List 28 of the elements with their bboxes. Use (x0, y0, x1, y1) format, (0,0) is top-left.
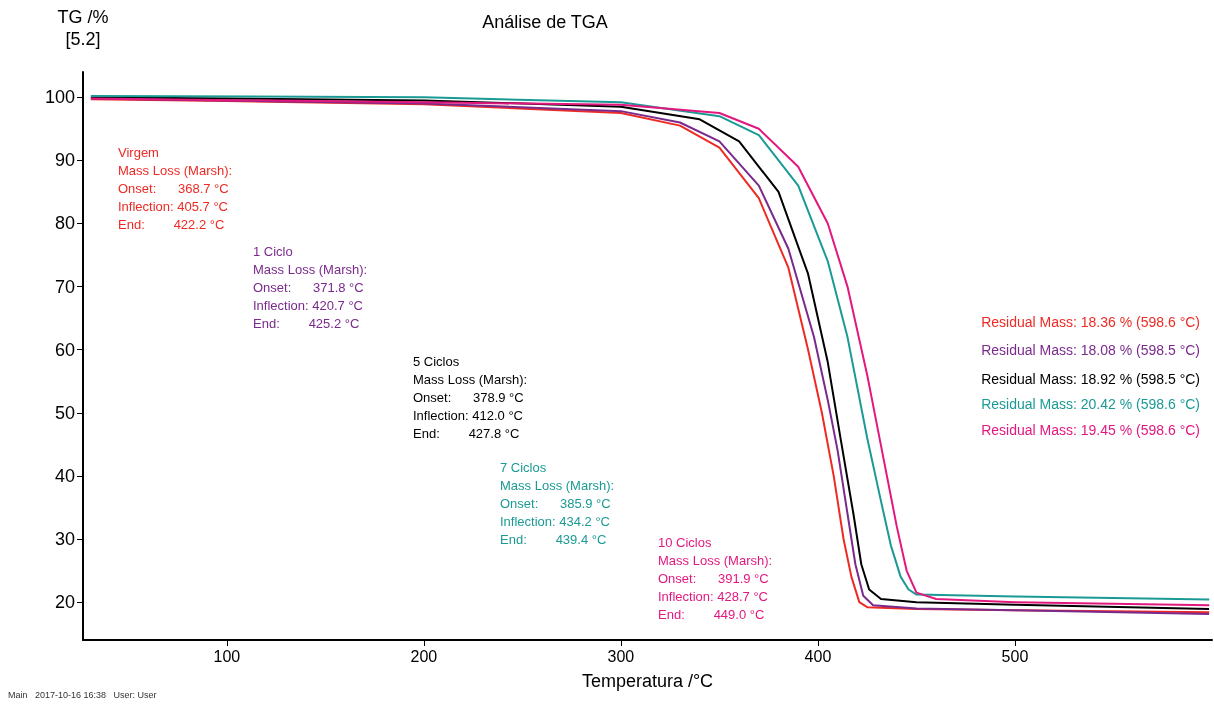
annotation: Residual Mass: 18.36 % (598.6 °C) (981, 314, 1200, 330)
y-tick-label: 70 (54, 276, 75, 297)
y-tick-label: 80 (54, 213, 75, 234)
annotation: Virgem Mass Loss (Marsh): Onset: 368.7 °C Inflection: 405.7 °C End: 422.2 °C (118, 144, 233, 232)
text: Main 2017-10-16 16:38 User: User (8, 689, 157, 700)
y-tick-label: 60 (54, 339, 75, 360)
y-tick-label: 20 (54, 592, 75, 613)
x-tick-label: 300 (607, 647, 635, 665)
y-axis-title: TG /% [5.2] (57, 7, 109, 49)
x-tick-label: 400 (804, 647, 832, 665)
x-tick-label: 500 (1001, 647, 1029, 665)
annotation: Residual Mass: 18.08 % (598.5 °C) (981, 342, 1200, 358)
annotation: Residual Mass: 19.45 % (598.6 °C) (981, 422, 1200, 438)
annotation: Residual Mass: 20.42 % (598.6 °C) (981, 396, 1200, 412)
x-tick-label: 200 (410, 647, 438, 665)
annotation: 1 Ciclo Mass Loss (Marsh): Onset: 371.8 °C Inflection: 420.7 °C End: 425.2 °C (253, 243, 368, 331)
annotation: 5 Ciclos Mass Loss (Marsh): Onset: 378.9 °C Inflection: 412.0 °C End: 427.8 °C (413, 353, 528, 441)
annotation: Residual Mass: 18.92 % (598.5 °C) (981, 371, 1200, 387)
y-tick-label: 50 (54, 402, 75, 423)
y-tick-label: 40 (54, 465, 75, 486)
annotation: 10 Ciclos Mass Loss (Marsh): Onset: 391.9 °C Inflection: 428.7 °C End: 449.0 °C (658, 534, 773, 622)
y-tick-label: 100 (44, 87, 75, 108)
annotation: 7 Ciclos Mass Loss (Marsh): Onset: 385.9 °C Inflection: 434.2 °C End: 439.4 °C (500, 459, 615, 547)
chart-title: Análise de TGA (482, 12, 608, 32)
y-tick-label: 30 (54, 529, 75, 550)
y-tick-label: 90 (54, 150, 75, 171)
x-tick-label: 100 (213, 647, 241, 665)
x-axis-title: Temperatura /°C (581, 671, 714, 691)
